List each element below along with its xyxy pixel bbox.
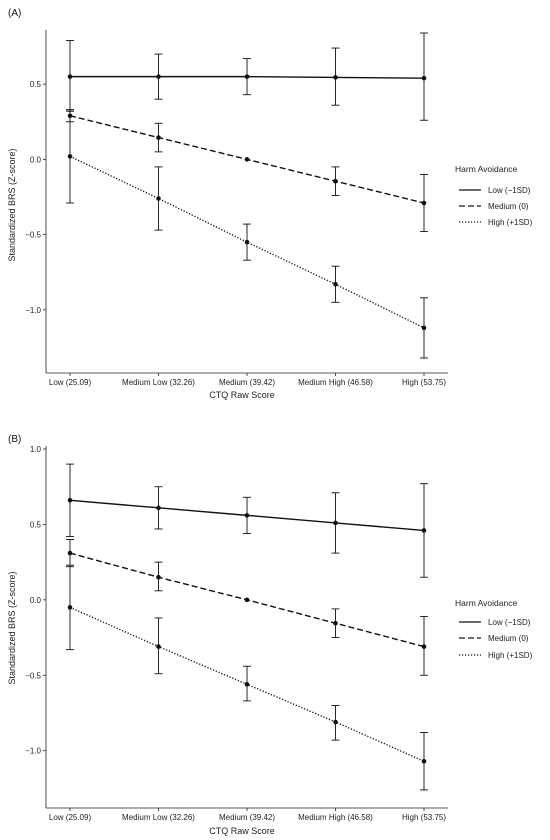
x-tick-label: Low (25.09) [49,378,92,387]
x-tick-label: Medium Low (32.26) [122,378,195,387]
data-point [244,157,250,162]
x-tick-label: Medium (39.42) [219,813,275,822]
legend: Harm Avoidance Low (−1SD) Medium (0) High (… [455,598,533,660]
data-point [421,644,427,649]
data-point [156,74,161,79]
y-tick-label: 0.5 [30,80,42,89]
y-tick-label: 0.0 [30,596,42,605]
data-point [421,758,427,764]
chart-panel-a: (A) −1.0 −0.5 0.0 0.5 Low (25.09) Medium Low (… [7,8,533,400]
data-point [333,520,338,526]
data-point [67,550,73,556]
y-axis-label: Standardized BRS (Z-score) [7,571,17,684]
legend-title: Harm Avoidance [455,164,517,174]
y-axis-label: Standardized BRS (Z-score) [7,148,17,261]
data-point [333,281,338,287]
x-axis-label: CTQ Raw Score [209,390,275,400]
data-point [421,528,427,533]
legend-item-label: Medium (0) [488,634,529,643]
series-dotted [66,109,428,359]
y-tick-label: 1.0 [30,445,42,454]
data-point [156,196,161,201]
data-point [156,644,161,649]
data-point [333,620,338,626]
x-tick-label: High (53.75) [402,813,446,822]
x-axis-label: CTQ Raw Score [209,826,275,836]
series-solid [66,32,428,121]
legend-item-label: Medium (0) [488,202,529,211]
data-point [421,325,427,331]
data-point [244,74,250,79]
data-point [421,75,427,81]
legend-item-label: Low (−1SD) [488,618,531,627]
data-point [244,513,250,518]
data-point [156,574,161,580]
data-point [421,200,427,206]
x-tick-label: Medium (39.42) [219,378,275,387]
data-point [67,154,73,159]
y-tick-label: −1.0 [25,306,41,315]
y-tick-label: −0.5 [25,231,41,240]
y-tick-label: −1.0 [25,747,41,756]
y-tick-label: 0.0 [30,155,42,164]
x-tick-label: Low (25.09) [49,813,92,822]
panel-label: (A) [8,8,21,19]
chart-panel-b: (B) −1.0 −0.5 0.0 0.5 1.0 Low (25.09) Medium Lo… [7,434,533,836]
data-point [156,505,161,511]
y-tick-label: 0.5 [30,520,42,529]
x-tick-label: Medium High (46.58) [298,378,373,387]
data-point [244,597,250,603]
data-point [156,135,161,140]
legend: Harm Avoidance Low (−1SD) Medium (0) High (… [455,164,533,227]
data-point [244,682,250,687]
data-point [333,75,338,80]
legend-item-label: High (+1SD) [488,218,533,227]
series-dashed [66,539,428,676]
series-dashed [66,109,428,233]
x-tick-label: Medium High (46.58) [298,813,373,822]
data-point [333,719,338,725]
legend-item-label: Low (−1SD) [488,186,531,195]
x-tick-label: High (53.75) [402,378,446,387]
legend-item-label: High (+1SD) [488,651,533,660]
series-dotted [66,564,428,791]
data-point [67,605,73,610]
data-point [67,498,73,503]
series-line [69,155,425,329]
data-point [244,239,250,245]
x-tick-label: Medium Low (32.26) [122,813,195,822]
legend-title: Harm Avoidance [455,598,517,608]
data-point [333,178,338,184]
series-solid [66,463,428,578]
panel-label: (B) [8,434,21,445]
y-tick-label: −0.5 [25,671,41,680]
data-point [67,74,73,79]
